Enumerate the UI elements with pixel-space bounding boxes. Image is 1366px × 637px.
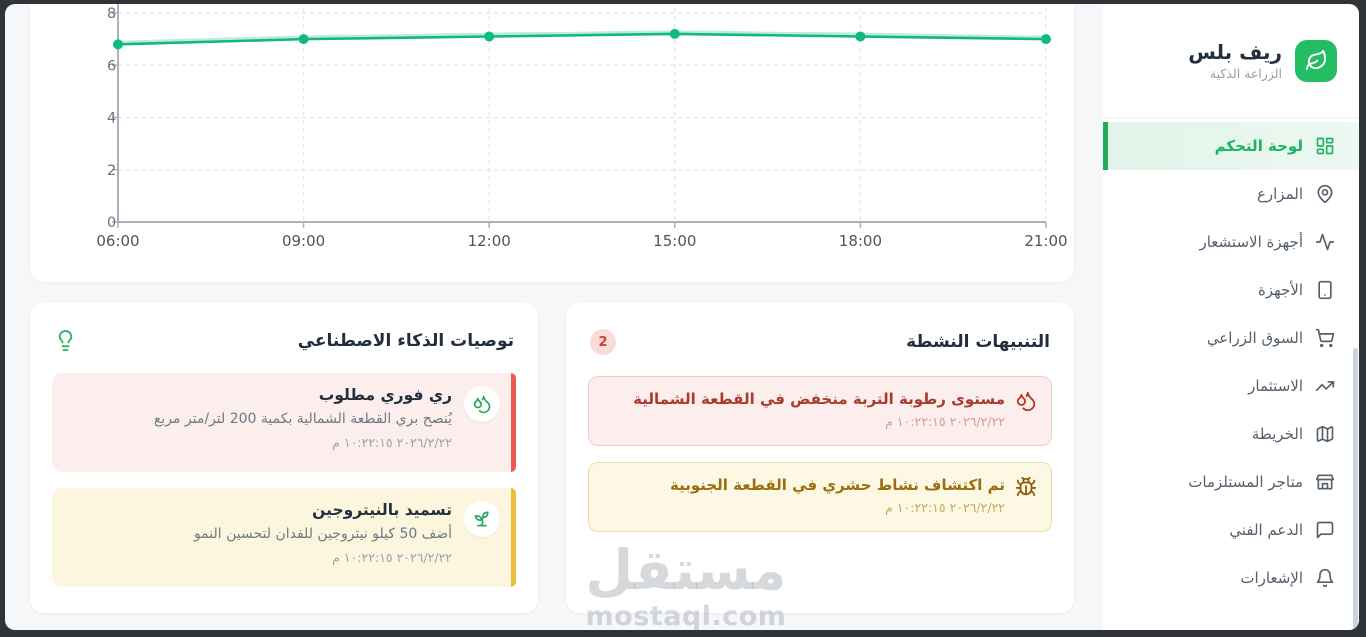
sidebar-item[interactable]: السوق الزراعي	[1103, 314, 1359, 362]
alert-item[interactable]: تم اكتشاف نشاط حشري في القطعة الجنوبية ٢٠…	[588, 462, 1052, 532]
svg-text:4: 4	[107, 111, 116, 127]
sidebar-item[interactable]: الدعم الفني	[1103, 506, 1359, 554]
svg-text:6: 6	[107, 58, 116, 74]
svg-text:06:00: 06:00	[96, 232, 139, 250]
alerts-header: التنبيهات النشطة 2	[566, 303, 1074, 355]
scrollbar[interactable]	[1353, 348, 1358, 630]
sidebar-item[interactable]: الأجهزة	[1103, 266, 1359, 314]
sidebar-item-label: الدعم الفني	[1229, 521, 1303, 539]
brand-title: ريف بلس	[1188, 40, 1282, 64]
svg-text:0: 0	[107, 215, 116, 231]
brand-text: ريف بلس الزراعة الذكية	[1188, 40, 1282, 81]
svg-text:09:00: 09:00	[282, 232, 325, 250]
alert-text: تم اكتشاف نشاط حشري في القطعة الجنوبية	[669, 476, 1005, 494]
svg-text:18:00: 18:00	[839, 232, 882, 250]
recommendation-item[interactable]: ري فوري مطلوب يُنصح بري القطعة الشمالية ب…	[52, 373, 516, 472]
alerts-title: التنبيهات النشطة	[906, 332, 1050, 352]
sidebar-item-label: المزارع	[1256, 185, 1303, 203]
droplets-icon	[1015, 390, 1037, 412]
map-icon	[1315, 424, 1335, 444]
sidebar-item-label: الخريطة	[1251, 425, 1303, 443]
recommendation-description: أضف 50 كيلو نيتروجين للفدان لتحسين النمو	[193, 526, 452, 542]
alert-timestamp: ٢٠٢٦/٢/٢٢ ١٠:٢٢:١٥ م	[885, 499, 1005, 515]
sidebar-item[interactable]: لوحة التحكم	[1103, 122, 1359, 170]
sidebar: ريف بلس الزراعة الذكية لوحة التحكم المزار…	[1103, 4, 1359, 630]
sidebar-item-label: الإشعارات	[1240, 569, 1303, 587]
sidebar-item[interactable]: الخريطة	[1103, 410, 1359, 458]
recommendation-timestamp: ٢٠٢٦/٢/٢٢ ١٠:٢٢:١٥ م	[332, 435, 452, 451]
bell-icon	[1315, 568, 1335, 588]
recommendation-item[interactable]: تسميد بالنيتروجين أضف 50 كيلو نيتروجين لل…	[52, 488, 516, 587]
sidebar-item-label: متاجر المستلزمات	[1188, 473, 1303, 491]
alert-timestamp: ٢٠٢٦/٢/٢٢ ١٠:٢٢:١٥ م	[885, 413, 1005, 429]
activity-icon	[1315, 232, 1335, 252]
layout-dashboard-icon	[1315, 136, 1335, 156]
alert-body: مستوى رطوبة التربة منخفض في القطعة الشما…	[633, 389, 1005, 429]
active-alerts-card: التنبيهات النشطة 2 مستوى رطوبة التربة من…	[566, 303, 1074, 613]
bug-icon	[1015, 476, 1037, 498]
brand-header: ريف بلس الزراعة الذكية	[1103, 4, 1359, 118]
sidebar-item-label: الأجهزة	[1257, 281, 1303, 299]
alert-item[interactable]: مستوى رطوبة التربة منخفض في القطعة الشما…	[588, 376, 1052, 446]
sidebar-item[interactable]: الاستثمار	[1103, 362, 1359, 410]
sidebar-nav: لوحة التحكم المزارع أجهزة الاستشعار الأجهزة…	[1103, 118, 1359, 602]
trending-up-icon	[1315, 376, 1335, 396]
smartphone-icon	[1315, 280, 1335, 300]
recommendation-title: ري فوري مطلوب	[318, 386, 452, 404]
sidebar-item[interactable]: أجهزة الاستشعار	[1103, 218, 1359, 266]
alert-text: مستوى رطوبة التربة منخفض في القطعة الشما…	[633, 390, 1005, 408]
ai-recommendations-card: توصيات الذكاء الاصطناعي ري فوري مطلوب يُن…	[30, 303, 538, 613]
brand-subtitle: الزراعة الذكية	[1209, 66, 1282, 81]
svg-text:2: 2	[107, 163, 116, 179]
shopping-cart-icon	[1315, 328, 1335, 348]
alert-body: تم اكتشاف نشاط حشري في القطعة الجنوبية ٢٠…	[670, 475, 1005, 515]
sidebar-item-label: أجهزة الاستشعار	[1199, 233, 1303, 251]
alerts-list: مستوى رطوبة التربة منخفض في القطعة الشما…	[566, 355, 1074, 532]
sensor-line-chart: 0 2 4 6 8 06:00 09:00 12:00 15:00 18:00 21:00	[96, 4, 1068, 250]
sidebar-item-label: السوق الزراعي	[1206, 329, 1303, 347]
severity-bar	[511, 373, 516, 472]
recommendation-description: يُنصح بري القطعة الشمالية بكمية 200 لتر/…	[153, 411, 452, 427]
sidebar-item-label: الاستثمار	[1248, 377, 1303, 395]
recommendation-body: ري فوري مطلوب يُنصح بري القطعة الشمالية ب…	[154, 386, 452, 450]
recommendations-list: ري فوري مطلوب يُنصح بري القطعة الشمالية ب…	[30, 352, 538, 587]
svg-text:12:00: 12:00	[468, 232, 511, 250]
svg-text:15:00: 15:00	[653, 232, 696, 250]
sensor-chart-card: 0 2 4 6 8 06:00 09:00 12:00 15:00 18:00 21:00	[30, 4, 1074, 282]
svg-text:8: 8	[107, 6, 116, 22]
recommendation-title: تسميد بالنيتروجين	[312, 501, 452, 519]
app-root: 0 2 4 6 8 06:00 09:00 12:00 15:00 18:00 21:00 توصي…	[5, 4, 1359, 630]
recommendations-header: توصيات الذكاء الاصطناعي	[30, 303, 538, 352]
alerts-count-badge: 2	[590, 329, 616, 355]
recommendation-timestamp: ٢٠٢٦/٢/٢٢ ١٠:٢٢:١٥ م	[332, 550, 452, 566]
leaf-icon	[1295, 39, 1337, 82]
sidebar-item[interactable]: متاجر المستلزمات	[1103, 458, 1359, 506]
recommendations-title: توصيات الذكاء الاصطناعي	[297, 330, 514, 351]
sidebar-item[interactable]: الإشعارات	[1103, 554, 1359, 602]
recommendation-body: تسميد بالنيتروجين أضف 50 كيلو نيتروجين لل…	[194, 501, 452, 565]
droplets-icon	[464, 386, 500, 422]
message-square-icon	[1315, 520, 1335, 540]
map-pin-icon	[1315, 184, 1335, 204]
sidebar-item-label: لوحة التحكم	[1214, 137, 1303, 155]
svg-text:21:00: 21:00	[1024, 232, 1067, 250]
sidebar-item[interactable]: المزارع	[1103, 170, 1359, 218]
severity-bar	[511, 488, 516, 587]
lightbulb-icon	[54, 329, 77, 352]
sprout-icon	[464, 501, 500, 537]
store-icon	[1315, 472, 1335, 492]
main-content: 0 2 4 6 8 06:00 09:00 12:00 15:00 18:00 21:00 توصي…	[5, 4, 1103, 630]
